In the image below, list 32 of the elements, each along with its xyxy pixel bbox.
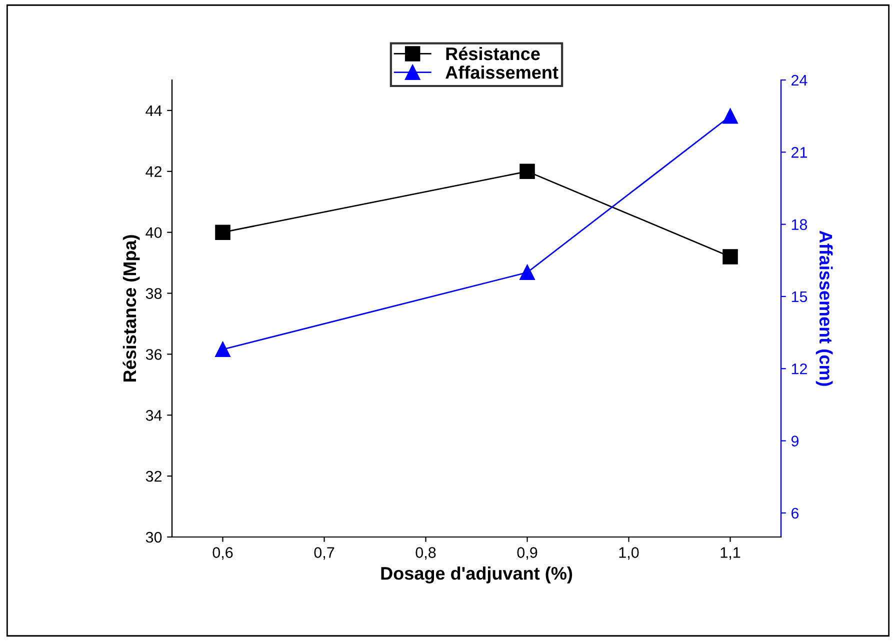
- y-axis-title: Résistance (Mpa): [122, 235, 140, 382]
- point: [520, 264, 535, 280]
- x-tick-label: 0,6: [212, 547, 233, 560]
- y-tick-label: 36: [146, 349, 162, 360]
- y2-tick-label: 9: [791, 436, 798, 446]
- point: [520, 164, 535, 180]
- legend-label: Affaissement: [446, 66, 558, 79]
- x-tick-label: 1,0: [619, 547, 639, 560]
- y-tick-label: 38: [146, 288, 162, 299]
- y2-tick-label: 21: [791, 147, 807, 158]
- y2-tick-label: 12: [792, 364, 807, 374]
- y2-tick-label: 15: [792, 292, 808, 302]
- x-tick-label: 1,1: [720, 547, 740, 560]
- x-tick-label: 0,8: [416, 547, 436, 560]
- y2-tick-label: 6: [792, 508, 799, 519]
- legend-label: Résistance: [446, 46, 540, 60]
- y-tick-label: 42: [146, 166, 162, 177]
- x-tick-label: 0,9: [517, 547, 538, 560]
- point: [215, 224, 230, 240]
- point: [722, 108, 738, 124]
- point: [215, 342, 230, 358]
- y2-axis-title: Affaissement (cm): [816, 230, 833, 386]
- y-tick-label: 40: [146, 227, 162, 238]
- y-tick-label: 44: [146, 105, 162, 116]
- x-tick-label: 0,7: [314, 547, 334, 560]
- y-tick-label: 34: [146, 410, 162, 421]
- y2-tick-label: 18: [792, 219, 808, 230]
- point: [722, 249, 738, 264]
- y-tick-label: 30: [146, 532, 162, 543]
- y2-tick-label: 24: [791, 74, 808, 86]
- x-axis-title: Dosage d'adjuvant (%): [381, 566, 572, 584]
- y-tick-label: 32: [146, 470, 162, 482]
